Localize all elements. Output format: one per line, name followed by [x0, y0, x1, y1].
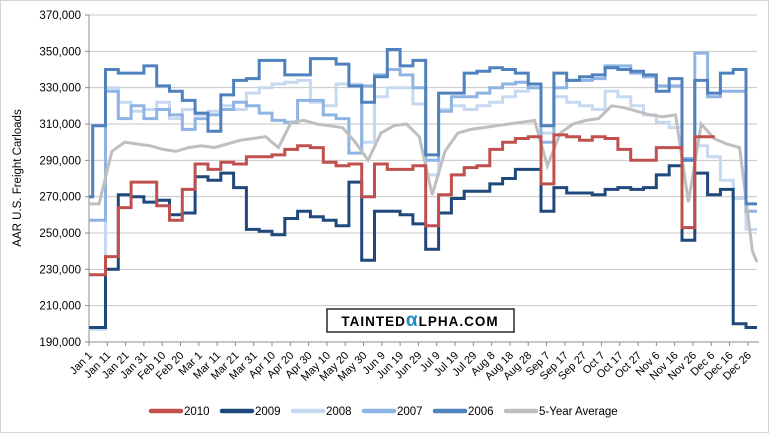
legend-label: 2006	[468, 406, 494, 418]
alpha-glyph: α	[406, 310, 419, 331]
y-tick-label: 350,000	[39, 46, 81, 58]
legend-label: 2008	[326, 406, 352, 418]
legend-item-2010: 2010	[148, 406, 210, 418]
legend-label: 2007	[397, 406, 423, 418]
legend-label: 5-Year Average	[539, 406, 618, 418]
y-tick-label: 190,000	[39, 337, 81, 349]
y-tick-label: 310,000	[39, 119, 81, 131]
y-tick-label: 230,000	[39, 264, 81, 276]
y-tick-label: 250,000	[39, 228, 81, 240]
legend-label: 2009	[255, 406, 281, 418]
legend: 2010 2009 2008 2007 2006 5-Year Average	[148, 406, 618, 418]
legend-item-2009: 2009	[219, 406, 281, 418]
watermark: TAINTEDαLPHA.COM	[326, 308, 515, 333]
legend-item-2008: 2008	[290, 406, 352, 418]
y-axis-title: AAR U.S. Freight Carloads	[12, 109, 24, 247]
legend-item-2006: 2006	[432, 406, 494, 418]
gridlines	[89, 14, 757, 307]
y-tick-label: 290,000	[39, 155, 81, 167]
series-line-2007	[89, 51, 757, 222]
watermark-box	[326, 308, 515, 333]
legend-item-5-year-average: 5-Year Average	[503, 406, 618, 418]
series-line-2006	[89, 48, 757, 206]
series-lines	[89, 48, 759, 331]
y-tick-label: 270,000	[39, 192, 81, 204]
legend-label: 2010	[184, 406, 210, 418]
series-line-2008	[89, 78, 757, 331]
series-line-2010	[89, 133, 715, 277]
y-tick-labels: 190,000 210,000 230,000 250,000 270,000 290,0…	[39, 10, 81, 349]
y-tick-label: 330,000	[39, 83, 81, 95]
y-tick-label: 210,000	[39, 301, 81, 313]
watermark-text: TAINTEDαLPHA.COM	[341, 310, 498, 331]
axes	[85, 14, 759, 346]
legend-item-2007: 2007	[361, 406, 423, 418]
y-tick-label: 370,000	[39, 10, 81, 22]
